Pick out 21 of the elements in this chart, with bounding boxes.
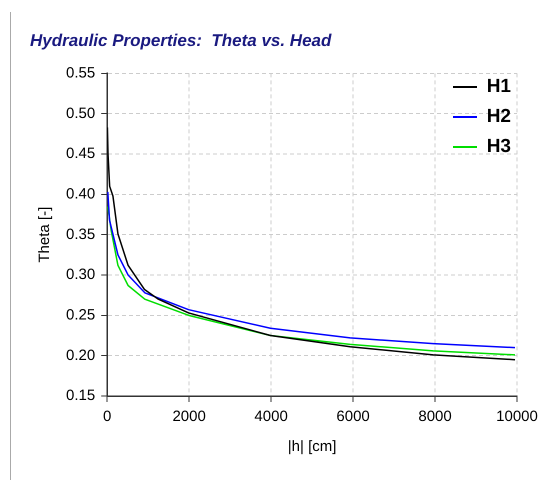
x-tick-label: 4000: [254, 408, 288, 426]
y-tick-label: 0.50: [66, 104, 96, 122]
x-tick-label: 6000: [336, 408, 370, 426]
legend-label: H2: [486, 106, 511, 128]
y-tick-label: 0.55: [66, 64, 96, 82]
x-tick-label: 0: [103, 408, 112, 426]
y-tick-label: 0.20: [66, 346, 96, 364]
y-tick-label: 0.25: [66, 306, 96, 324]
y-tick-label: 0.15: [66, 387, 96, 404]
y-tick-label: 0.40: [66, 186, 96, 203]
y-tick-label: 0.35: [66, 226, 96, 243]
x-tick-label: 8000: [418, 408, 452, 426]
legend-label: H3: [486, 136, 511, 158]
y-axis-title: Theta [-]: [36, 206, 54, 263]
chart-title: Hydraulic Properties: Theta vs. Head: [30, 30, 332, 50]
x-tick-label: 2000: [172, 408, 206, 426]
y-tick-label: 0.30: [66, 266, 96, 284]
x-axis-title: |h| [cm]: [288, 438, 336, 456]
legend-label: H1: [486, 76, 511, 98]
x-tick-label: 10000: [496, 408, 538, 426]
y-tick-label: 0.45: [66, 145, 96, 162]
